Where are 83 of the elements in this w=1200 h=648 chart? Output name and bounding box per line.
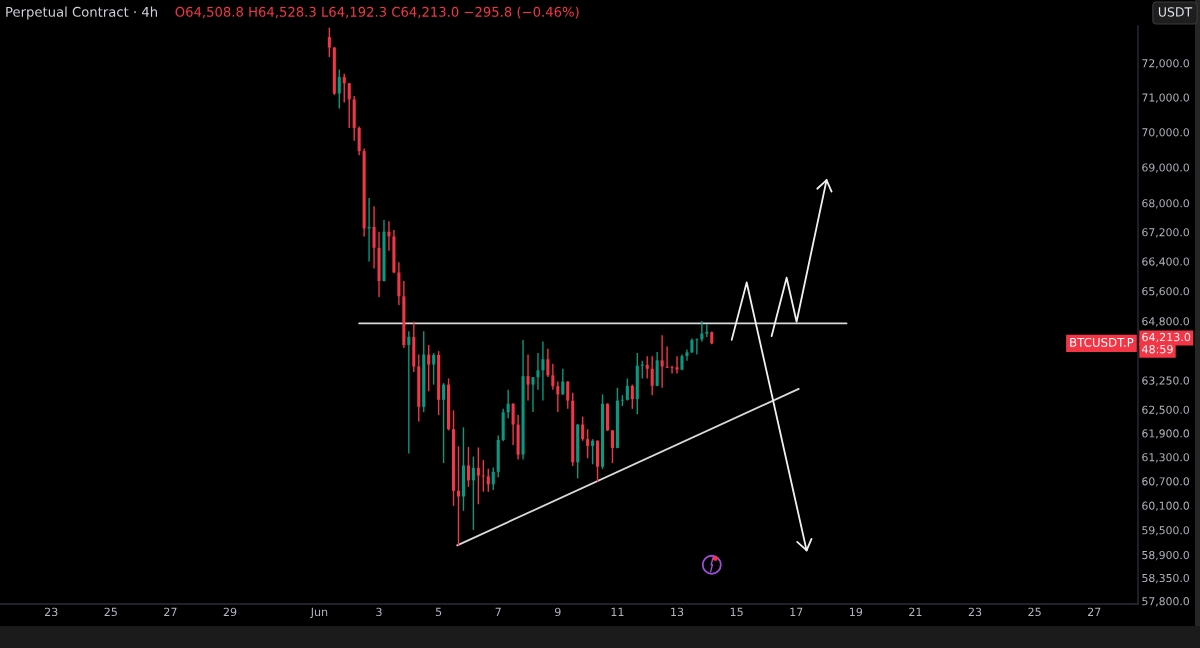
x-tick-label: 29 — [223, 607, 237, 617]
candlestick — [491, 466, 495, 491]
candlestick — [581, 415, 585, 442]
candlestick — [486, 467, 490, 493]
x-tick-label: 23 — [44, 607, 58, 617]
candlestick — [427, 344, 431, 392]
y-tick-label: 58,350.0 — [1142, 573, 1189, 584]
candlestick — [456, 445, 461, 547]
x-tick-label: 27 — [164, 607, 177, 616]
candlestick — [546, 348, 550, 378]
candlestick — [407, 330, 411, 455]
y-tick-label: 60,100.0 — [1142, 501, 1189, 511]
candlestick — [347, 82, 351, 129]
y-tick-label: 63,250.0 — [1142, 376, 1189, 386]
y-tick-label: 61,900.0 — [1142, 429, 1189, 439]
y-tick-label: 61,300.0 — [1142, 453, 1189, 463]
x-tick-label: 19 — [849, 607, 863, 617]
y-tick-label: 71,000.0 — [1142, 93, 1189, 103]
y-tick-label: 65,600.0 — [1142, 287, 1189, 297]
x-tick-label: 7 — [495, 607, 501, 616]
candlestick — [561, 368, 565, 396]
candlestick — [556, 380, 560, 413]
chart-title: Perpetual Contract · 4h — [6, 6, 157, 20]
x-tick-label: 23 — [968, 607, 982, 617]
x-tick-label: 5 — [435, 607, 442, 617]
x-tick-label: 3 — [376, 607, 382, 617]
y-tick-label: 72,000.0 — [1142, 59, 1189, 69]
x-tick-label: Jun — [310, 607, 328, 619]
x-tick-label: 15 — [730, 607, 743, 617]
candlestick — [586, 428, 590, 459]
x-tick-label: 25 — [104, 607, 117, 617]
candlestick — [685, 348, 689, 362]
y-tick-label: 62,500.0 — [1142, 405, 1189, 415]
y-tick-label: 70,000.0 — [1142, 128, 1189, 138]
candlestick — [337, 68, 341, 110]
y-tick-label: 57,800.0 — [1142, 597, 1189, 607]
x-tick-label: 17 — [790, 607, 803, 616]
candlestick — [526, 353, 530, 402]
candlestick — [551, 363, 555, 391]
candlestick — [695, 337, 699, 356]
x-tick-label: 9 — [554, 607, 561, 617]
y-tick-label: 66,400.0 — [1142, 257, 1189, 267]
candlestick — [650, 355, 654, 396]
candlestick — [476, 446, 480, 505]
candlestick — [536, 352, 540, 391]
candlestick — [327, 26, 331, 58]
candlestick — [660, 334, 664, 389]
candlestick — [625, 377, 629, 402]
y-tick-label: 64,800.0 — [1142, 317, 1189, 327]
candlestick — [531, 376, 535, 413]
x-tick-label: 27 — [1087, 607, 1101, 616]
x-tick-label: 21 — [909, 607, 922, 616]
candlestick — [610, 429, 614, 464]
candlestick — [675, 355, 679, 375]
candlestick — [442, 382, 446, 464]
candlestick — [645, 355, 649, 380]
candlestick — [432, 352, 436, 386]
y-tick-label: 59,500.0 — [1142, 526, 1189, 536]
candlestick — [372, 205, 376, 270]
y-tick-label: 69,000.0 — [1142, 163, 1189, 173]
candlestick — [471, 455, 475, 531]
x-tick-label: 13 — [671, 607, 684, 617]
text: 48:59 — [1142, 344, 1173, 354]
x-tick-label: 25 — [1028, 607, 1041, 617]
y-tick-label: 67,200.0 — [1142, 228, 1189, 238]
x-tick-label: 11 — [611, 607, 624, 616]
candlestick — [397, 261, 401, 306]
y-tick-label: 58,900.0 — [1142, 550, 1189, 561]
candlestick — [630, 383, 634, 410]
candlestick — [566, 380, 570, 410]
candlestick — [342, 72, 346, 104]
y-tick-label: 68,000.0 — [1142, 199, 1189, 209]
candlestick — [357, 125, 361, 156]
text: 64,213.0 — [1142, 332, 1191, 343]
text: USDT — [1158, 7, 1193, 17]
annotation: BTCUSDT.P — [1070, 337, 1134, 347]
candlestick — [511, 402, 515, 446]
y-tick-label: 60,700.0 — [1142, 477, 1189, 487]
candlestick — [591, 438, 595, 465]
candlestick — [541, 340, 545, 402]
chart-subtitle: O64,508.8 H64,528.3 L64,192.3 C64,213.0 −295.8 (−0.46%) — [175, 6, 579, 19]
candlestick — [705, 323, 709, 338]
candlestick — [466, 446, 470, 488]
